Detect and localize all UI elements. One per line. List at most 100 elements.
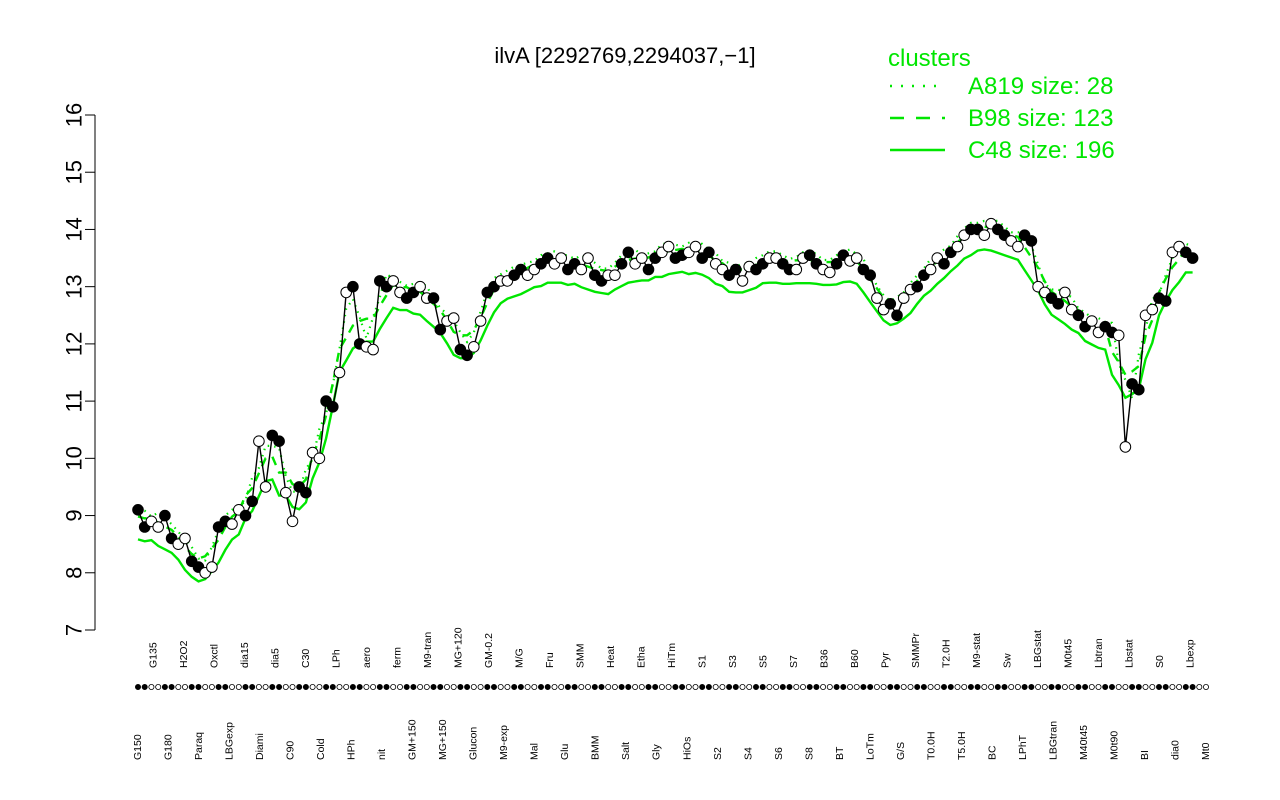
condition-marker — [323, 684, 330, 691]
condition-marker — [779, 684, 786, 691]
condition-marker — [329, 684, 336, 691]
condition-marker — [1142, 684, 1149, 691]
x-tick-label: Glucon — [468, 727, 480, 760]
x-tick-label: H2O2 — [178, 640, 190, 668]
condition-marker — [316, 684, 323, 691]
data-point — [132, 504, 144, 516]
data-point — [850, 252, 863, 264]
condition-marker — [1196, 684, 1203, 691]
condition-marker — [773, 684, 780, 691]
condition-marker — [410, 684, 417, 691]
condition-marker — [282, 684, 289, 691]
condition-marker — [605, 684, 612, 691]
condition-marker — [235, 684, 242, 691]
data-point — [1012, 240, 1024, 253]
legend-title: clusters — [888, 45, 971, 72]
condition-marker — [255, 684, 262, 691]
data-point — [159, 509, 171, 522]
x-tick-label: aero — [361, 647, 373, 668]
condition-marker — [685, 684, 692, 691]
condition-marker — [222, 684, 229, 691]
condition-marker — [551, 684, 558, 691]
condition-marker — [504, 684, 511, 691]
data-point — [689, 240, 702, 253]
condition-marker — [1008, 684, 1015, 691]
condition-marker — [571, 684, 578, 691]
x-tick-label: Glu — [559, 744, 571, 761]
x-tick-label: BI — [1139, 750, 1151, 760]
data-point — [642, 263, 655, 276]
data-point — [1159, 295, 1172, 307]
condition-marker — [302, 684, 309, 691]
condition-marker — [585, 684, 592, 691]
data-point — [803, 249, 816, 261]
x-tick-label: dia0 — [1170, 740, 1182, 760]
data-point — [273, 435, 285, 448]
legend-label: B98 size: 123 — [968, 105, 1113, 132]
data-point — [636, 252, 648, 264]
condition-marker — [1203, 684, 1210, 691]
condition-marker — [1189, 684, 1196, 691]
condition-marker — [195, 684, 202, 691]
legend: clusters A819 size: 28 B98 size: 123 C48 s… — [888, 45, 1115, 164]
x-tick-label: GM+150 — [407, 719, 419, 760]
x-tick-label: S5 — [758, 655, 770, 668]
condition-marker — [840, 684, 847, 691]
condition-marker — [417, 684, 424, 691]
condition-marker — [1014, 684, 1021, 691]
data-point — [824, 266, 836, 279]
condition-marker — [766, 684, 773, 691]
x-tick-label: M9-exp — [498, 725, 510, 760]
x-tick-label: HiTm — [666, 643, 678, 668]
data-point — [911, 280, 924, 293]
data-point — [259, 481, 272, 493]
condition-marker — [941, 684, 948, 691]
condition-marker — [853, 684, 860, 691]
condition-marker — [679, 684, 686, 691]
x-tick-label: LoTm — [864, 733, 876, 760]
x-tick-label: Lbexp — [1185, 639, 1197, 668]
condition-marker — [1182, 684, 1189, 691]
condition-marker — [531, 684, 538, 691]
condition-marker — [712, 684, 719, 691]
x-tick-label: MG+120 — [452, 627, 464, 668]
legend-label: C48 size: 196 — [968, 137, 1115, 164]
condition-marker — [450, 684, 457, 691]
data-point — [1186, 252, 1199, 264]
x-tick-label: Mal — [529, 743, 541, 760]
x-tick-label: Pyr — [880, 652, 892, 668]
data-point — [871, 292, 883, 304]
condition-marker — [564, 684, 571, 691]
x-tick-label: G180 — [163, 734, 175, 760]
condition-marker — [134, 684, 141, 691]
condition-marker — [658, 684, 665, 691]
x-tick-label: M/G — [513, 648, 525, 668]
condition-marker — [437, 684, 444, 691]
condition-marker — [511, 684, 518, 691]
data-point — [333, 366, 346, 379]
condition-marker — [1102, 684, 1109, 691]
condition-marker — [887, 684, 894, 691]
data-point — [924, 263, 937, 276]
condition-marker — [544, 684, 551, 691]
condition-marker — [289, 684, 296, 691]
data-point — [555, 252, 568, 264]
data-point — [622, 246, 635, 259]
x-tick-label: Gly — [651, 744, 663, 761]
data-point — [239, 509, 252, 522]
condition-marker — [403, 684, 410, 691]
x-tick-label: MG+150 — [437, 719, 449, 760]
condition-marker — [625, 684, 632, 691]
condition-marker — [497, 684, 504, 691]
condition-marker — [954, 684, 961, 691]
condition-marker — [806, 684, 813, 691]
condition-marker — [598, 684, 605, 691]
condition-marker — [732, 684, 739, 691]
data-point — [327, 401, 339, 413]
y-tick-label: 13 — [62, 274, 87, 298]
x-tick-label: BMM — [590, 736, 602, 761]
x-tick-label: BC — [986, 745, 998, 760]
condition-marker — [1082, 684, 1089, 691]
condition-marker — [927, 684, 934, 691]
condition-marker — [726, 684, 733, 691]
